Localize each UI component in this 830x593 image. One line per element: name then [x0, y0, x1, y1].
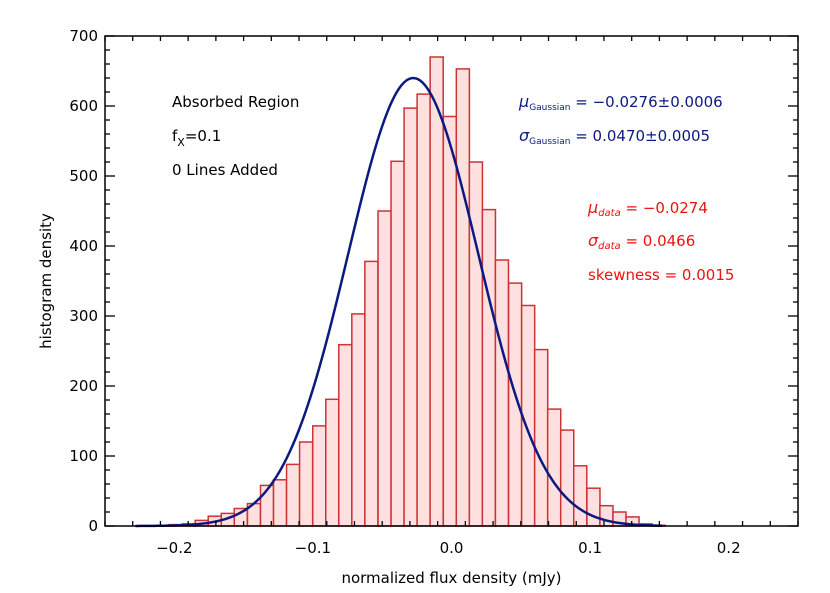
y-tick-label: 500 [69, 167, 98, 185]
histogram-bar [599, 504, 614, 527]
y-axis-title: histogram density [37, 213, 55, 349]
y-tick-label: 600 [69, 97, 98, 115]
sigma-gaussian-label: σGaussian = 0.0470±0.0005 [519, 126, 710, 147]
histogram-bars [168, 56, 666, 527]
histogram-bar [338, 343, 353, 527]
lines-added-label: 0 Lines Added [172, 161, 278, 179]
histogram-bar [364, 260, 379, 527]
histogram-bar [481, 208, 497, 527]
x-axis-ticks: −0.2 −0.1 0.0 0.1 0.2 [104, 36, 799, 557]
x-tick-label: −0.1 [295, 539, 331, 557]
histogram-bar [351, 313, 366, 527]
y-tick-label: 300 [69, 307, 98, 325]
x-tick-label: 0.2 [717, 539, 741, 557]
y-tick-label: 200 [69, 377, 98, 395]
histogram-bar [298, 441, 314, 527]
histogram-bar [572, 465, 588, 527]
x-tick-label: 0.0 [440, 539, 464, 557]
histogram-bar [312, 425, 327, 527]
y-tick-label: 100 [69, 447, 98, 465]
y-tick-label: 0 [88, 517, 98, 535]
histogram-bar [455, 68, 471, 527]
y-axis-ticks: 0 100 200 300 400 500 600 700 [69, 27, 798, 535]
histogram-bar [377, 210, 392, 527]
histogram-bar [559, 429, 575, 527]
y-tick-label: 700 [69, 27, 98, 45]
histogram-bar [533, 348, 549, 527]
mu-gaussian-label: μGaussian = −0.0276±0.0006 [518, 92, 723, 113]
plot-frame [104, 35, 799, 527]
histogram-bar [403, 107, 418, 527]
histogram-bar [586, 487, 601, 527]
gaussian-fit-curve [135, 76, 663, 528]
histogram-bar [416, 93, 431, 527]
x-tick-label: −0.2 [156, 539, 192, 557]
mu-data-label: μdata = −0.0274 [587, 198, 708, 219]
skewness-label: skewness = 0.0015 [588, 266, 734, 284]
x-tick-label: 0.1 [578, 539, 602, 557]
histogram-bar [272, 479, 288, 527]
y-tick-label: 400 [69, 237, 98, 255]
fx-label: fX=0.1 [172, 127, 221, 149]
histogram-bar [442, 115, 458, 527]
region-label: Absorbed Region [172, 93, 299, 111]
histogram-bar [468, 161, 484, 527]
histogram-bar [390, 160, 405, 527]
x-axis-title: normalized flux density (mJy) [341, 569, 561, 587]
sigma-data-label: σdata = 0.0466 [588, 231, 695, 252]
histogram-bar [429, 56, 444, 527]
histogram-bar [494, 259, 510, 527]
histogram-bar [285, 463, 301, 527]
histogram-bar [546, 408, 562, 527]
histogram-bar [325, 398, 340, 527]
